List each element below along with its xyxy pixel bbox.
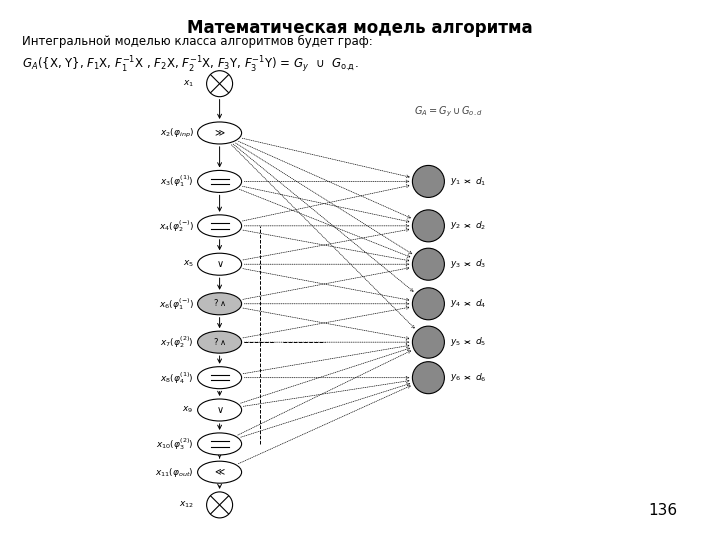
Text: $?\wedge$: $?\wedge$ <box>213 298 226 308</box>
Text: $x_{10}(\varphi_3^{(2)})$: $x_{10}(\varphi_3^{(2)})$ <box>156 436 194 452</box>
Circle shape <box>207 492 233 518</box>
Text: $y_3$: $y_3$ <box>451 259 462 269</box>
Text: $?\wedge$: $?\wedge$ <box>213 336 226 347</box>
Text: $\vee$: $\vee$ <box>216 259 223 269</box>
Text: $y_4$: $y_4$ <box>451 298 462 309</box>
Text: $x_7(\varphi_2^{(2)})$: $x_7(\varphi_2^{(2)})$ <box>160 334 194 350</box>
Ellipse shape <box>197 399 242 421</box>
Text: 136: 136 <box>648 503 677 518</box>
Text: $y_1$: $y_1$ <box>451 176 462 187</box>
Text: $d_6$: $d_6$ <box>475 372 487 384</box>
Text: $\vee$: $\vee$ <box>216 405 223 415</box>
Circle shape <box>413 362 444 394</box>
Text: $x_{11}(\varphi_{out})$: $x_{11}(\varphi_{out})$ <box>155 465 194 478</box>
Text: $d_3$: $d_3$ <box>475 258 487 271</box>
Text: $x_1$: $x_1$ <box>183 78 194 89</box>
Circle shape <box>413 326 444 358</box>
Ellipse shape <box>197 215 242 237</box>
Ellipse shape <box>197 461 242 483</box>
Text: $x_4(\varphi_2^{(-)})$: $x_4(\varphi_2^{(-)})$ <box>158 218 194 234</box>
Text: $G_A$({X, Y}, $F_1$X, $F_1^{-1}$X , $F_2$X, $F_2^{-1}$X, $F_3$Y, $F_3^{-1}$Y) = : $G_A$({X, Y}, $F_1$X, $F_1^{-1}$X , $F_2… <box>22 54 358 75</box>
Text: $y_2$: $y_2$ <box>451 220 462 231</box>
Text: $x_6(\varphi_1^{(-)})$: $x_6(\varphi_1^{(-)})$ <box>158 296 194 312</box>
Text: $x_9$: $x_9$ <box>182 405 194 415</box>
Ellipse shape <box>197 293 242 315</box>
Ellipse shape <box>197 367 242 389</box>
Ellipse shape <box>197 433 242 455</box>
Text: $\gg$: $\gg$ <box>213 127 226 138</box>
Text: $x_8(\varphi_4^{(1)})$: $x_8(\varphi_4^{(1)})$ <box>160 370 194 386</box>
Text: $x_5$: $x_5$ <box>183 259 194 269</box>
Text: $x_3(\varphi_1^{(1)})$: $x_3(\varphi_1^{(1)})$ <box>160 174 194 189</box>
Circle shape <box>413 288 444 320</box>
Text: $d_2$: $d_2$ <box>475 220 487 232</box>
Text: $y_5$: $y_5$ <box>451 336 462 348</box>
Text: $\ll$: $\ll$ <box>213 467 226 477</box>
Text: $G_A = G_y \cup G_{o.d}$: $G_A = G_y \cup G_{o.d}$ <box>414 105 483 119</box>
Text: $x_{12}$: $x_{12}$ <box>179 500 194 510</box>
Text: $y_6$: $y_6$ <box>451 372 462 383</box>
Ellipse shape <box>197 122 242 144</box>
Text: $d_4$: $d_4$ <box>475 298 487 310</box>
Circle shape <box>413 210 444 242</box>
Ellipse shape <box>197 171 242 192</box>
Circle shape <box>413 248 444 280</box>
Ellipse shape <box>197 253 242 275</box>
Circle shape <box>413 165 444 198</box>
Text: Интегральной моделью класса алгоритмов будет граф:: Интегральной моделью класса алгоритмов б… <box>22 35 372 48</box>
Text: $x_2(\varphi_{inp})$: $x_2(\varphi_{inp})$ <box>160 126 194 139</box>
Text: Математическая модель алгоритма: Математическая модель алгоритма <box>187 19 533 37</box>
Circle shape <box>207 71 233 97</box>
Text: $d_1$: $d_1$ <box>475 175 487 188</box>
Text: $d_5$: $d_5$ <box>475 336 487 348</box>
Ellipse shape <box>197 331 242 353</box>
